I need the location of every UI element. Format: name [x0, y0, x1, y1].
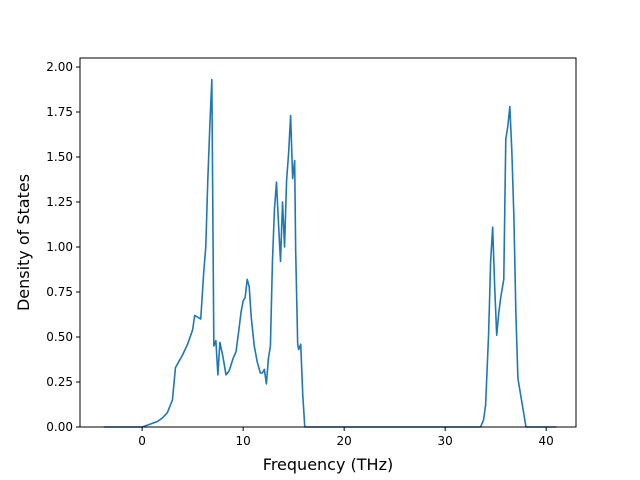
x-axis-label: Frequency (THz): [263, 455, 393, 474]
y-tick-label: 0.75: [46, 285, 73, 299]
y-tick-label: 0.50: [46, 330, 73, 344]
plot-frame: [79, 57, 577, 428]
y-tick-label: 2.00: [46, 60, 73, 74]
y-tick-label: 1.00: [46, 240, 73, 254]
x-tick-label: 10: [236, 434, 251, 448]
x-tick-label: 30: [438, 434, 453, 448]
series-layer: [103, 78, 557, 428]
y-tick-label: 1.75: [46, 105, 73, 119]
y-tick-label: 1.50: [46, 150, 73, 164]
y-tick-label: 0.25: [46, 375, 73, 389]
x-tick-label: 20: [337, 434, 352, 448]
x-axis-ticks: 0 10 20 30 40: [138, 427, 554, 448]
x-tick-label: 0: [138, 434, 146, 448]
x-tick-label: 40: [539, 434, 554, 448]
y-tick-label: 1.25: [46, 195, 73, 209]
y-axis-label: Density of States: [14, 174, 33, 311]
y-axis-ticks: 0.00 0.25 0.50 0.75 1.00 1.25 1.50 1.75 2.00: [46, 60, 80, 434]
y-tick-label: 0.00: [46, 420, 73, 434]
dos-series-line: [103, 78, 557, 428]
plot-area: [80, 58, 576, 427]
